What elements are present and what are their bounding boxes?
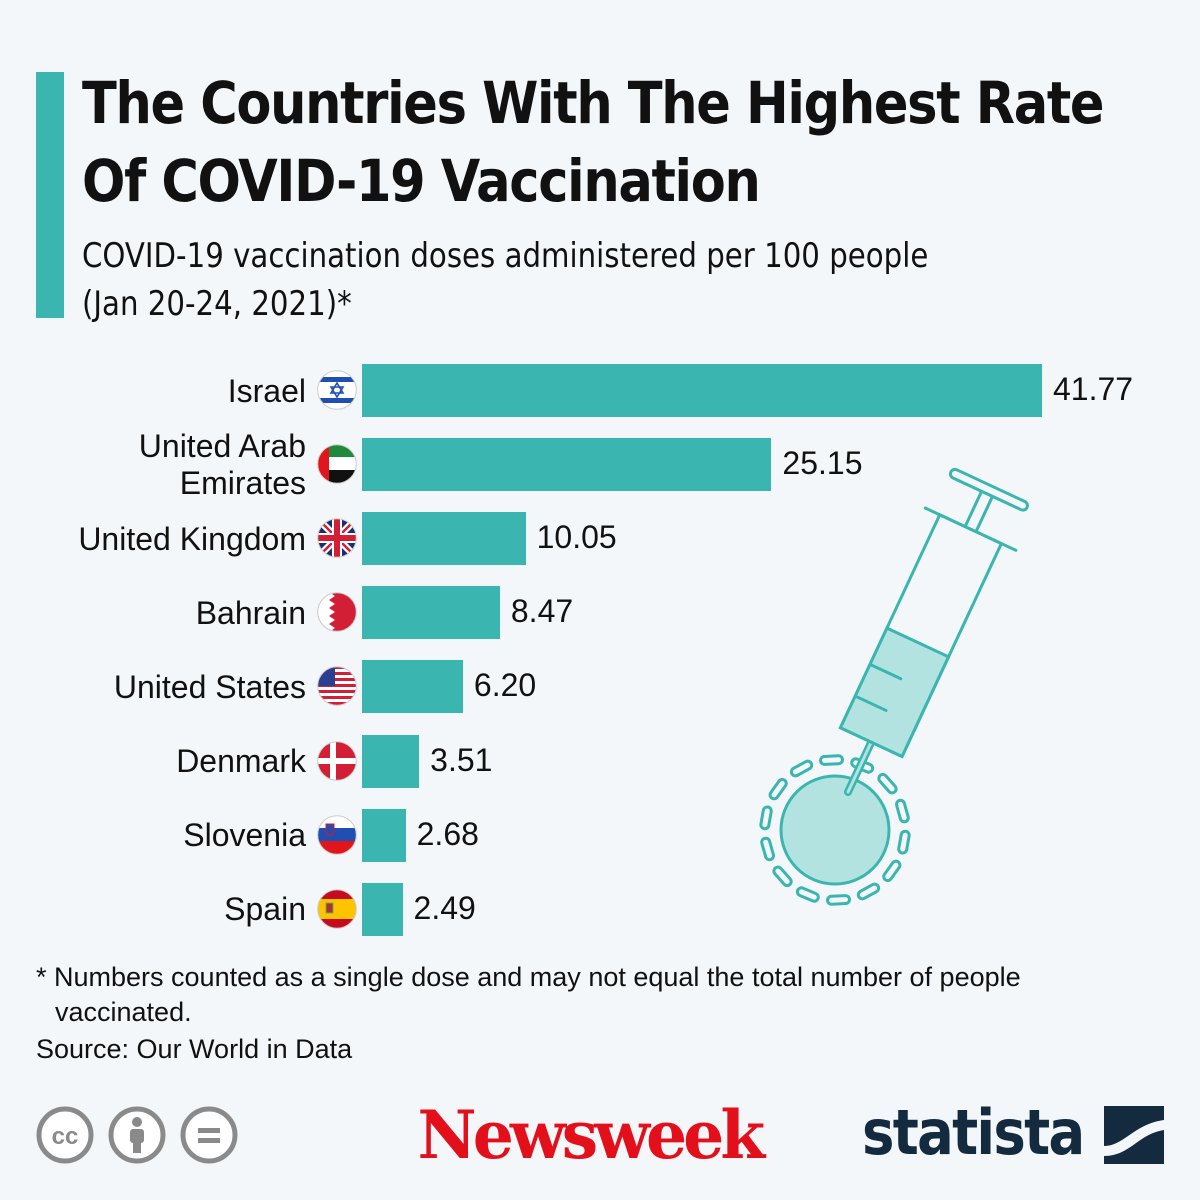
category-label-line: Emirates <box>179 465 306 502</box>
bar <box>362 586 500 640</box>
chart-subtitle: COVID-19 vaccination doses administered … <box>82 232 1028 328</box>
category-label: Israel <box>228 373 306 410</box>
bar <box>362 734 420 788</box>
chart-title: The Countries With The Highest Rate Of C… <box>82 69 1105 215</box>
virus-spike <box>882 859 902 883</box>
category-label-line: United Arab <box>138 428 306 465</box>
israel-flag-icon <box>317 370 357 410</box>
virus-spike <box>759 805 773 831</box>
footnote-line-2: vaccinated. <box>55 997 192 1027</box>
category-label-line: Bahrain <box>195 594 306 631</box>
svg-text:cc: cc <box>52 1123 79 1150</box>
value-label: 10.05 <box>536 519 617 556</box>
virus-cell <box>779 774 891 886</box>
category-label: United Arab Emirates <box>139 428 306 502</box>
spain-flag-icon <box>317 888 357 929</box>
virus-spike <box>760 836 776 862</box>
category-label-line: Spain <box>224 891 306 928</box>
value-label: 41.77 <box>1053 371 1134 407</box>
category-label-line: Slovenia <box>183 817 306 854</box>
value-label: 3.51 <box>430 741 493 778</box>
virus-spike <box>897 829 911 855</box>
bar <box>362 512 526 566</box>
subtitle-line-2: (Jan 20-24, 2021)* <box>82 284 352 324</box>
category-label-line: Israel <box>227 372 306 409</box>
virus-spike <box>772 865 793 888</box>
category-label: United States <box>114 669 306 706</box>
virus-spike <box>795 886 820 903</box>
virus-spike <box>819 754 845 766</box>
bar <box>362 364 1042 417</box>
uae-flag-icon <box>317 444 357 484</box>
attribution-icon <box>108 1106 166 1164</box>
virus-spike <box>825 894 851 906</box>
category-label: Spain <box>224 891 306 928</box>
value-label: 2.68 <box>416 815 479 852</box>
virus-spike <box>856 882 881 901</box>
virus-spike <box>877 772 898 795</box>
category-label: Slovenia <box>183 817 306 854</box>
statista-logo: statista <box>862 1096 1085 1169</box>
footnote: * Numbers counted as a single dose and m… <box>36 960 1176 1030</box>
category-label-line: Denmark <box>176 743 306 779</box>
bar <box>362 808 406 862</box>
bar <box>362 438 772 492</box>
category-label: Bahrain <box>196 595 306 632</box>
category-label-line: United Kingdom <box>78 520 306 557</box>
us-flag-icon <box>317 666 357 707</box>
virus-spike <box>768 777 788 801</box>
value-label: 8.47 <box>510 593 574 630</box>
source-note: Source: Our World in Data <box>36 1034 353 1064</box>
bar <box>362 882 403 936</box>
no-derivatives-icon <box>180 1106 238 1164</box>
newsweek-logo: Newsweek <box>417 1096 766 1174</box>
statista-logo-icon <box>1104 1106 1164 1164</box>
virus-spike <box>789 759 814 778</box>
virus-spike <box>894 798 910 824</box>
value-label: 25.15 <box>782 445 863 482</box>
slovenia-flag-icon <box>317 814 357 855</box>
category-label: United Kingdom <box>78 521 306 558</box>
denmark-flag-icon <box>317 740 357 781</box>
subtitle-line-1: COVID-19 vaccination doses administered … <box>82 236 929 276</box>
bar <box>362 660 463 714</box>
value-label: 2.49 <box>413 889 476 926</box>
category-label-line: United States <box>113 668 306 705</box>
bahrain-flag-icon <box>317 592 357 633</box>
accent-bar <box>36 72 64 318</box>
cc-icon: cc <box>36 1106 94 1164</box>
value-label: 6.20 <box>473 667 537 704</box>
uk-flag-icon <box>317 518 357 558</box>
footnote-line-1: * Numbers counted as a single dose and m… <box>36 962 1021 992</box>
category-label: Denmark <box>176 743 306 780</box>
